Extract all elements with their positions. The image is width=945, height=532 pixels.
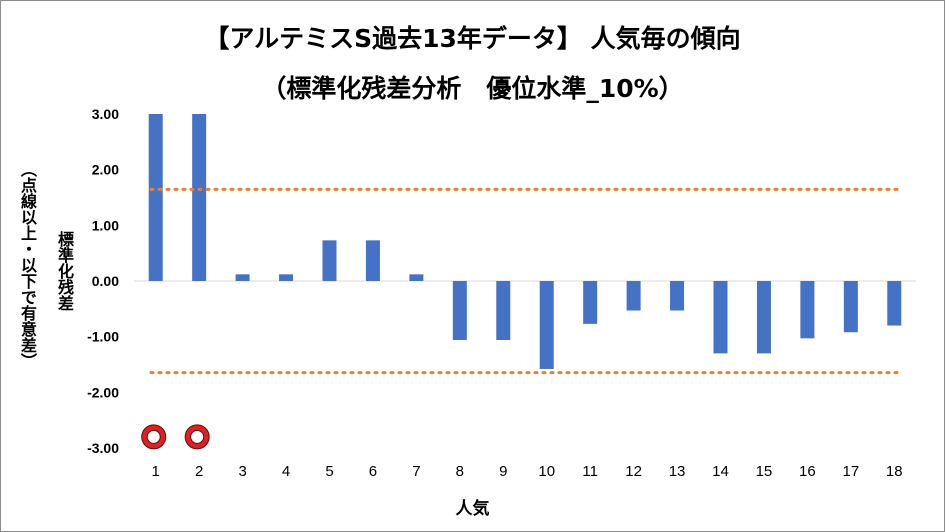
bar-11 <box>583 281 598 324</box>
bar-12 <box>626 281 641 311</box>
x-tick-label: 7 <box>412 463 420 480</box>
y-axis-label: 標準化残差 （点線以上・以下で有意差） <box>7 151 87 411</box>
x-tick-label: 12 <box>625 463 642 480</box>
chart-title-line1: 【アルテミスS過去13年データ】 人気毎の傾向 <box>204 24 741 53</box>
x-tick-label: 8 <box>456 463 464 480</box>
bar-7 <box>409 274 424 281</box>
x-tick-label: 2 <box>195 463 203 480</box>
x-tick-label: 11 <box>582 463 598 480</box>
bar-3 <box>235 274 250 281</box>
y-tick-label: 0.00 <box>92 273 119 289</box>
y-tick-label: -2.00 <box>87 384 119 400</box>
bar-14 <box>713 281 728 354</box>
bar-10 <box>539 281 554 369</box>
y-tick-label: -3.00 <box>87 440 119 456</box>
x-tick-label: 1 <box>152 463 160 480</box>
y-tick-label: 2.00 <box>92 162 119 178</box>
x-tick-label: 18 <box>886 463 903 480</box>
y-axis-label-note: （点線以上・以下で有意差） <box>18 161 37 369</box>
bar-1 <box>148 114 163 281</box>
x-tick-label: 5 <box>325 463 333 480</box>
x-tick-label: 13 <box>669 463 686 480</box>
x-axis-label: 人気 <box>455 499 490 519</box>
chart-title-line2: （標準化残差分析 優位水準_10%） <box>261 74 684 103</box>
bar-4 <box>279 274 294 281</box>
bar-9 <box>496 281 511 341</box>
bar-5 <box>322 240 337 281</box>
significance-marker-inner <box>190 429 205 444</box>
x-tick-label: 15 <box>756 463 773 480</box>
bar-13 <box>670 281 685 311</box>
x-tick-label: 14 <box>712 463 729 480</box>
x-tick-label: 4 <box>282 463 290 480</box>
x-tick-label: 3 <box>238 463 246 480</box>
bar-16 <box>800 281 815 339</box>
bar-2 <box>192 114 207 281</box>
bar-18 <box>887 281 902 326</box>
y-tick-label: -1.00 <box>87 329 119 345</box>
x-tick-label: 10 <box>538 463 555 480</box>
x-tick-label: 17 <box>842 463 859 480</box>
y-tick-label: 3.00 <box>92 106 119 122</box>
y-axis-label-main: 標準化残差 <box>55 231 74 311</box>
bar-6 <box>365 240 380 281</box>
x-tick-label: 6 <box>369 463 377 480</box>
x-tick-label: 16 <box>799 463 816 480</box>
significance-marker-inner <box>146 429 161 444</box>
bar-17 <box>843 281 858 333</box>
bar-8 <box>452 281 467 341</box>
bar-15 <box>756 281 771 354</box>
y-tick-label: 1.00 <box>92 217 119 233</box>
x-tick-label: 9 <box>499 463 507 480</box>
